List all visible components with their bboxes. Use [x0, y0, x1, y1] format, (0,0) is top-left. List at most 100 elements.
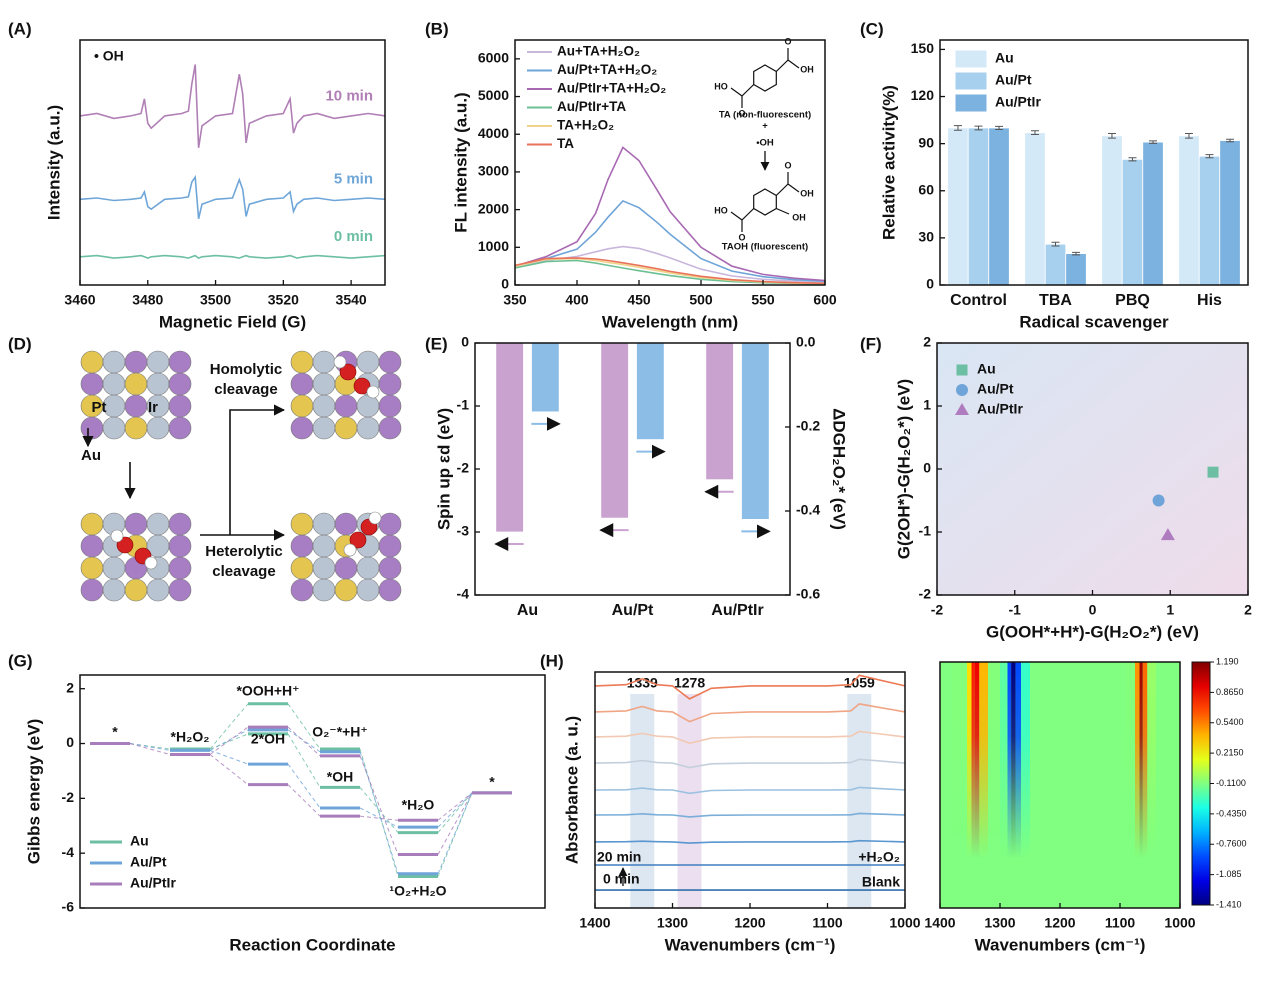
error-bar [995, 125, 1004, 131]
heatmap-cell [1142, 662, 1148, 908]
point [1160, 528, 1175, 541]
state-label: * [112, 724, 118, 740]
atom-label: O [738, 232, 745, 242]
y-tick-label: 0 [66, 734, 74, 750]
x-tick-label: 3480 [132, 292, 163, 308]
atom [334, 512, 358, 536]
atom [378, 556, 402, 580]
error-bar [1128, 157, 1137, 162]
x-tick-label: 1000 [1164, 915, 1195, 931]
atom [334, 416, 358, 440]
inset-label: TA (non-fluorescent) [719, 110, 811, 121]
atom [356, 416, 380, 440]
bar [636, 342, 665, 440]
y-axis-label: Intensity (a.u.) [44, 105, 63, 220]
connector [437, 792, 473, 855]
x-axis-label: G(OOH*+H*)-G(H₂O₂*) (eV) [986, 622, 1199, 641]
atom [146, 416, 170, 440]
x-tick-label: 3520 [268, 292, 299, 308]
x-tick-label: -1 [1009, 602, 1022, 618]
ring [753, 64, 777, 92]
atom [124, 512, 148, 536]
atom [146, 512, 170, 536]
bar [741, 342, 770, 520]
error-bar [1107, 132, 1116, 139]
state-label: * [489, 774, 495, 790]
connector [359, 787, 399, 833]
atom [290, 416, 314, 440]
heatmap-cell [967, 662, 972, 908]
series-label: 10 min [325, 87, 373, 104]
x-axis-label: Magnetic Field (G) [159, 312, 306, 331]
legend-swatch [955, 403, 969, 415]
colorbar [1191, 661, 1211, 906]
label-homolytic: Homolytic cleavage [209, 361, 283, 398]
heatmap-cell [1048, 662, 1090, 908]
legend-swatch [956, 384, 968, 396]
atom [80, 350, 104, 374]
atom [124, 372, 148, 396]
y2-axis-label: ΔDGH₂O₂* (eV) [830, 408, 849, 530]
series-line [514, 199, 826, 282]
atom [378, 394, 402, 418]
legend-swatch [954, 93, 988, 113]
y-axis-label: G(2OH*)-G(H₂O₂*) (eV) [894, 379, 913, 559]
atom [146, 350, 170, 374]
atom-label: O [738, 108, 745, 118]
heatmap-cell [974, 662, 980, 908]
legend-label: Au/PtIr+TA [557, 99, 626, 114]
y-tick-label: 30 [918, 229, 934, 245]
atom [312, 394, 336, 418]
heatmap-cell [1126, 662, 1135, 908]
x-tick-label: 450 [627, 292, 651, 308]
state-label: ¹O₂+H₂O [389, 883, 446, 899]
y-tick-label: 0 [501, 276, 509, 292]
series-line [594, 758, 906, 769]
heatmap-cell [1011, 662, 1016, 908]
x-tick-label: 2 [1244, 602, 1252, 618]
bar [1044, 243, 1067, 286]
heatmap-cell [1139, 662, 1143, 908]
peak-label: 1059 [844, 675, 875, 691]
heatmap-cell [1156, 662, 1171, 908]
atom [312, 534, 336, 558]
x-tick-label: -2 [931, 602, 944, 618]
y-tick-label: 5000 [478, 87, 509, 103]
inset-label: •OH [756, 138, 774, 149]
heatmap-cell [1021, 662, 1030, 908]
panel-label: (G) [8, 651, 33, 670]
atom [168, 578, 192, 602]
y-tick-label: 150 [911, 40, 935, 56]
bar [1178, 135, 1200, 286]
connector [359, 755, 399, 855]
heatmap-cell [988, 662, 1000, 908]
y-axis-label: FL intensity (a.u.) [451, 92, 470, 232]
hydrogen [110, 529, 124, 543]
x-tick-label: 600 [813, 292, 837, 308]
annotation: • OH [94, 48, 124, 64]
y-tick-label: 3000 [478, 163, 509, 179]
x-axis-label: Wavenumbers (cm⁻¹) [975, 935, 1146, 954]
atom [168, 534, 192, 558]
y-tick-label: -1 [919, 523, 932, 539]
x-tick-label: 1400 [924, 915, 955, 931]
oxygen [339, 363, 357, 381]
atom [168, 350, 192, 374]
atom [80, 512, 104, 536]
x-tick-label: 1000 [889, 915, 920, 931]
state-label: *H₂O [402, 797, 435, 813]
x-axis-label: Wavenumbers (cm⁻¹) [665, 935, 836, 954]
y-tick-label: -4 [62, 844, 75, 860]
atom [168, 394, 192, 418]
state-label: *H₂O₂ [171, 729, 210, 745]
inset-label: + [762, 121, 768, 132]
y2-tick-label: 0.0 [796, 334, 816, 350]
heatmap-cell [1015, 662, 1021, 908]
connector [287, 703, 321, 750]
y-axis-label: Relative activity(%) [879, 85, 898, 240]
heatmap-cell [952, 662, 967, 908]
peak-label: 1339 [627, 675, 658, 691]
bar [1142, 141, 1164, 286]
panel-label: (C) [860, 19, 884, 38]
connector [437, 792, 473, 874]
